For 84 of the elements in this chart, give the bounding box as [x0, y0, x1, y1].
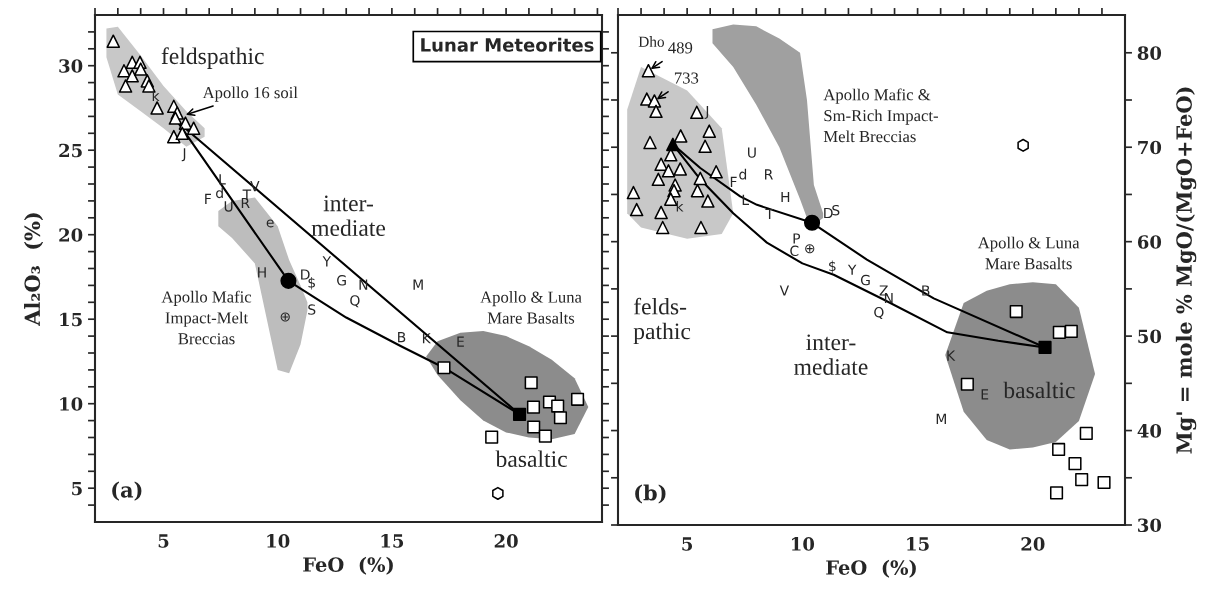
annotation: T — [765, 208, 774, 220]
annotation: S — [308, 304, 316, 315]
x-tick-label: 5 — [158, 534, 169, 548]
annotation: k — [676, 200, 684, 212]
y-tick-label: 80 — [1137, 46, 1162, 60]
y-tick-label: 25 — [59, 143, 82, 158]
y-tick-label: 10 — [60, 397, 83, 411]
x-tick-label: 15 — [381, 534, 404, 548]
annotation: R — [241, 197, 250, 209]
annotation: basaltic — [495, 450, 567, 468]
annotation: M — [936, 413, 946, 424]
annotation: e — [266, 219, 274, 228]
annotation: ⊕ — [805, 244, 815, 254]
annotation: E — [457, 336, 464, 347]
x-tick-label: 10 — [267, 534, 290, 548]
annotation: H — [258, 267, 266, 278]
annotation: Y — [847, 264, 857, 275]
annotation: (b) — [635, 484, 666, 504]
x-tick-label: 20 — [494, 534, 518, 548]
annotation: d — [216, 187, 223, 199]
x-tick-label: 10 — [792, 537, 815, 551]
annotation: G — [337, 275, 346, 286]
annotation: F — [205, 193, 212, 204]
y-tick-label: 30 — [59, 59, 83, 73]
annotation: d — [739, 168, 747, 180]
annotation: C — [790, 245, 799, 257]
annotation: S — [832, 204, 840, 216]
x-tick-label: 20 — [1021, 537, 1045, 551]
y-tick-label: 70 — [1138, 140, 1162, 155]
x-tick-label: 5 — [682, 537, 693, 551]
annotation: D — [824, 207, 833, 219]
annotation: K — [422, 333, 431, 344]
annotation: L — [219, 174, 226, 185]
annotation: Apollo Mafic Impact-Melt Breccias — [161, 290, 252, 345]
annotation: V — [779, 285, 790, 296]
annotation: P — [793, 233, 801, 244]
annotation: $ — [829, 260, 836, 274]
annotation: inter- mediate — [794, 334, 868, 375]
annotation: Q — [350, 295, 360, 308]
annotation: J — [181, 148, 186, 162]
x-axis-title: FeO (%) — [303, 556, 393, 575]
annotation: N — [359, 279, 368, 290]
annotation: ⊕ — [280, 312, 290, 322]
annotation: Apollo Mafic & Sm-Rich Impact- Melt Breccias — [823, 88, 938, 143]
y-tick-label: 20 — [59, 228, 83, 242]
annotation: U — [748, 147, 756, 158]
annotation: Apollo & Luna Mare Basalts — [480, 291, 582, 324]
y-tick-label: 60 — [1137, 235, 1162, 249]
annotation: T — [242, 189, 252, 200]
annotation: Q — [874, 306, 884, 320]
annotation: J — [704, 105, 709, 119]
annotation: B — [398, 332, 406, 343]
annotation: M — [413, 279, 423, 290]
annotation: U — [224, 201, 233, 212]
annotation: k — [152, 90, 160, 101]
annotation: Apollo & Luna Mare Basalts — [977, 236, 1080, 270]
annotation: basaltic — [1003, 381, 1075, 399]
annotation: Lunar Meteorites — [421, 37, 594, 52]
x-tick-label: 15 — [907, 537, 929, 551]
annotation: $ — [308, 276, 315, 290]
annotation: R — [765, 169, 773, 180]
y-axis-title: Mg' = mole % MgO/(MgO+FeO) — [1175, 87, 1197, 454]
annotation: inter- mediate — [311, 195, 386, 237]
annotation: Dho — [638, 36, 665, 47]
y-tick-label: 30 — [1138, 518, 1162, 533]
y-tick-label: 15 — [60, 312, 82, 327]
annotation: F — [730, 176, 737, 187]
annotation: Apollo 16 soil — [202, 86, 298, 102]
y-tick-label: 50 — [1138, 329, 1162, 344]
annotation: E — [981, 389, 989, 400]
y-tick-label: 5 — [72, 481, 82, 496]
annotation: G — [860, 274, 870, 286]
annotation: felds- pathic — [633, 297, 691, 345]
annotation: H — [781, 191, 790, 203]
y-tick-label: 40 — [1137, 424, 1162, 438]
y-axis-title: Al₂O₃ (%) — [24, 213, 44, 326]
annotation: D — [301, 269, 310, 280]
annotation: K — [947, 350, 956, 361]
annotation: feldspathic — [161, 47, 264, 69]
annotation: 733 — [674, 72, 699, 84]
x-axis-title: FeO (%) — [826, 559, 916, 578]
annotation: (a) — [112, 481, 142, 501]
annotation: 489 — [668, 42, 693, 54]
annotation: Y — [322, 256, 332, 267]
